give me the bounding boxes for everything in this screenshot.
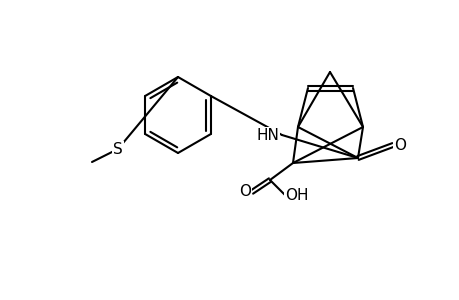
Text: HN: HN [256, 128, 279, 142]
Text: S: S [113, 142, 123, 157]
Text: O: O [239, 184, 251, 200]
Text: OH: OH [285, 188, 308, 202]
Text: O: O [393, 137, 405, 152]
